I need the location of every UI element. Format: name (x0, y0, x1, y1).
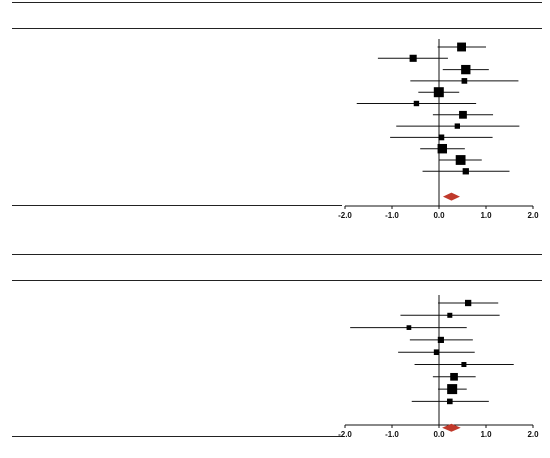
effect-marker (457, 42, 466, 52)
x-tick-label: 1.0 (480, 211, 492, 220)
x-tick-label: 0.0 (433, 430, 445, 439)
x-tick-label: 2.0 (527, 211, 539, 220)
effect-marker (447, 312, 453, 318)
header-rule (12, 28, 542, 29)
effect-marker (437, 143, 448, 154)
effect-marker (454, 123, 460, 129)
x-tick-label: 1.0 (480, 430, 492, 439)
effect-marker (455, 155, 466, 165)
effect-marker (437, 336, 444, 343)
effect-marker (462, 168, 469, 175)
header-rule (12, 2, 542, 3)
x-tick-label: -2.0 (338, 211, 352, 220)
forest-plot: -2.0 -1.0 0.0 1.0 2.0 (338, 39, 539, 220)
total-rule (12, 204, 342, 206)
header-rule (12, 280, 542, 281)
x-tick-label: 2.0 (527, 430, 539, 439)
header-rule (12, 254, 542, 255)
effect-marker (406, 325, 412, 330)
effect-marker (447, 384, 458, 395)
x-tick-label: -2.0 (338, 430, 352, 439)
effect-marker (413, 100, 420, 107)
effect-marker (464, 299, 472, 307)
forest-plot: -2.0 -1.0 0.0 1.0 2.0 (338, 295, 539, 439)
effect-marker (409, 54, 417, 62)
effect-marker (461, 64, 471, 75)
effect-marker (461, 361, 467, 368)
effect-marker (433, 349, 440, 356)
effect-marker (461, 78, 468, 84)
summary-diamond (442, 192, 460, 201)
x-tick-label: 0.0 (433, 211, 445, 220)
summary-diamond (442, 423, 461, 432)
effect-marker (433, 87, 444, 98)
x-tick-label: -1.0 (385, 211, 399, 220)
panel-a: -2.0 -1.0 0.0 1.0 2.0 (0, 0, 550, 222)
effect-marker (459, 110, 467, 119)
x-tick-label: -1.0 (385, 430, 399, 439)
effect-marker (438, 134, 445, 141)
effect-marker (450, 372, 458, 381)
panel-b: -2.0 -1.0 0.0 1.0 2.0 (0, 234, 550, 458)
effect-marker (447, 398, 453, 405)
total-rule (12, 435, 342, 437)
